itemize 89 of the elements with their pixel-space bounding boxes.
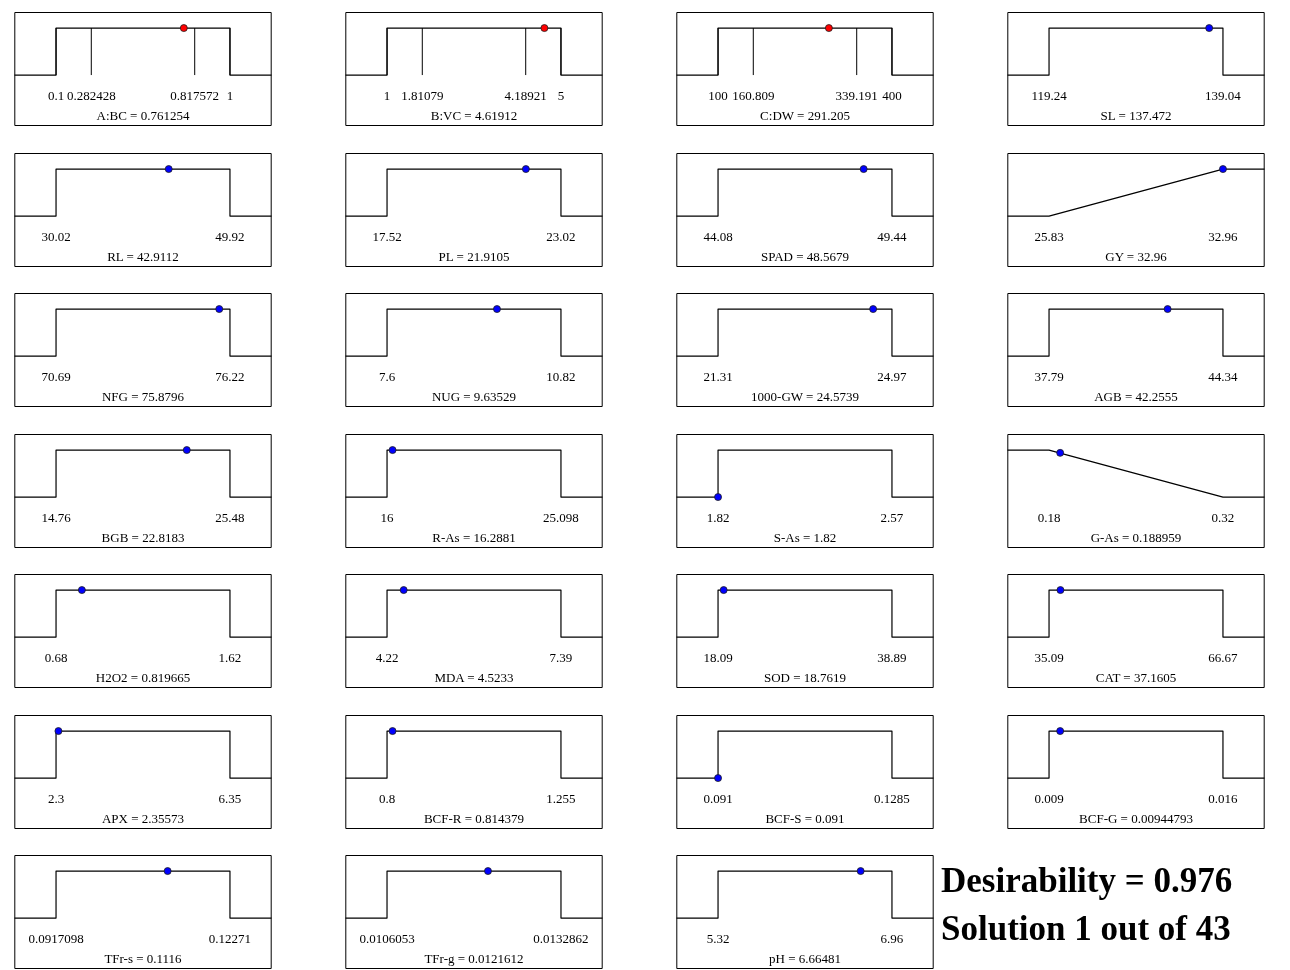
- x-tick-label: 10.82: [546, 369, 576, 385]
- x-axis-title: SPAD = 48.5679: [760, 248, 850, 264]
- x-tick-label: 100: [708, 88, 728, 104]
- x-tick-label: 1: [383, 88, 391, 104]
- x-tick-label: 4.22: [375, 650, 399, 666]
- x-tick-label: 0.18: [1037, 509, 1061, 525]
- x-tick-label: 2.3: [47, 790, 65, 806]
- x-tick-label: 119.24: [1031, 88, 1068, 104]
- x-axis-title: C:DW = 291.205: [760, 107, 850, 123]
- x-tick-label: 0.0106053: [359, 931, 415, 947]
- x-axis-title: B:VC = 4.61912: [430, 107, 518, 123]
- x-axis-title: H2O2 = 0.819665: [95, 669, 191, 685]
- x-tick-label: 0.0917098: [28, 931, 84, 947]
- x-tick-label: 49.92: [215, 228, 245, 244]
- x-axis-title: 1000-GW = 24.5739: [751, 388, 859, 404]
- x-axis-title: BCF-S = 0.091: [765, 810, 845, 826]
- x-axis-title: TFr-g = 0.0121612: [424, 950, 524, 966]
- x-axis-title: pH = 6.66481: [769, 950, 841, 966]
- x-tick-label: 38.89: [877, 650, 907, 666]
- x-tick-label: 0.12271: [208, 931, 252, 947]
- x-tick-label: 23.02: [546, 228, 576, 244]
- x-tick-label: 25.83: [1034, 228, 1064, 244]
- x-tick-label: 30.02: [41, 228, 71, 244]
- x-axis-title: NUG = 9.63529: [431, 388, 517, 404]
- x-tick-label: 35.09: [1034, 650, 1064, 666]
- x-tick-label: 0.8: [378, 790, 396, 806]
- x-tick-label: 1.255: [546, 790, 576, 806]
- x-axis-title: APX = 2.35573: [101, 810, 185, 826]
- x-tick-label: 1.81079: [401, 88, 444, 104]
- x-tick-label: 37.79: [1034, 369, 1064, 385]
- x-axis-title: S-As = 1.82: [773, 529, 837, 545]
- x-axis-title: A:BC = 0.761254: [96, 107, 190, 123]
- x-tick-label: 0.1285: [874, 790, 910, 806]
- x-axis-title: SOD = 18.7619: [763, 669, 847, 685]
- x-tick-label: 21.31: [703, 369, 733, 385]
- x-tick-label: 2.57: [880, 509, 904, 525]
- x-tick-label: 7.39: [549, 650, 573, 666]
- x-axis-title: MDA = 4.5233: [434, 669, 514, 685]
- x-axis-title: SL = 137.472: [1100, 107, 1172, 123]
- x-axis-title: PL = 21.9105: [438, 248, 510, 264]
- x-tick-label: 1.82: [706, 509, 730, 525]
- x-tick-label: 0.282428: [66, 88, 116, 104]
- x-tick-label: 25.48: [215, 509, 245, 525]
- x-tick-label: 49.44: [877, 228, 908, 244]
- x-tick-label: 4.18921: [504, 88, 547, 104]
- x-tick-label: 0.091: [703, 790, 733, 806]
- x-axis-title: BGB = 22.8183: [101, 529, 185, 545]
- x-tick-label: 160.809: [732, 88, 775, 104]
- x-axis-title: G-As = 0.188959: [1090, 529, 1182, 545]
- x-tick-label: 0.817572: [170, 88, 220, 104]
- x-tick-label: 70.69: [41, 369, 71, 385]
- x-tick-label: 14.76: [41, 509, 72, 525]
- x-tick-label: 0.009: [1034, 790, 1064, 806]
- x-tick-label: 339.191: [835, 88, 878, 104]
- x-axis-title: AGB = 42.2555: [1094, 388, 1178, 404]
- x-axis-title: GY = 32.96: [1105, 248, 1168, 264]
- x-tick-label: 1.62: [218, 650, 242, 666]
- x-tick-label: 18.09: [703, 650, 733, 666]
- x-tick-label: 7.6: [378, 369, 396, 385]
- x-tick-label: 25.098: [543, 509, 579, 525]
- text: Solution 1 out of 43: [941, 908, 1232, 950]
- x-tick-label: 32.96: [1208, 228, 1239, 244]
- x-axis-title: BCF-R = 0.814379: [423, 810, 525, 826]
- x-axis-title: CAT = 37.1605: [1095, 669, 1177, 685]
- x-tick-label: 139.04: [1205, 88, 1242, 104]
- x-tick-label: 0.68: [44, 650, 68, 666]
- x-tick-label: 44.34: [1208, 369, 1239, 385]
- x-tick-label: 66.67: [1208, 650, 1239, 666]
- text: Desirability = 0.976: [941, 860, 1234, 902]
- x-tick-label: 400: [882, 88, 902, 104]
- x-axis-title: TFr-s = 0.1116: [104, 950, 183, 966]
- x-tick-label: 0.1: [47, 88, 65, 104]
- x-tick-label: 0.016: [1208, 790, 1239, 806]
- x-axis-title: RL = 42.9112: [107, 248, 179, 264]
- x-axis-title: R-As = 16.2881: [432, 529, 516, 545]
- x-axis-title: BCF-G = 0.00944793: [1079, 810, 1193, 826]
- x-tick-label: 24.97: [877, 369, 908, 385]
- x-tick-label: 5: [557, 88, 565, 104]
- x-tick-label: 6.96: [880, 931, 904, 947]
- x-tick-label: 0.0132862: [533, 931, 589, 947]
- x-tick-label: 6.35: [218, 790, 242, 806]
- x-tick-label: 76.22: [215, 369, 245, 385]
- x-tick-label: 17.52: [372, 228, 402, 244]
- x-tick-label: 5.32: [706, 931, 730, 947]
- x-tick-label: 1: [226, 88, 234, 104]
- x-tick-label: 16: [380, 509, 395, 525]
- x-tick-label: 44.08: [703, 228, 733, 244]
- x-axis-title: NFG = 75.8796: [101, 388, 185, 404]
- x-tick-label: 0.32: [1211, 509, 1235, 525]
